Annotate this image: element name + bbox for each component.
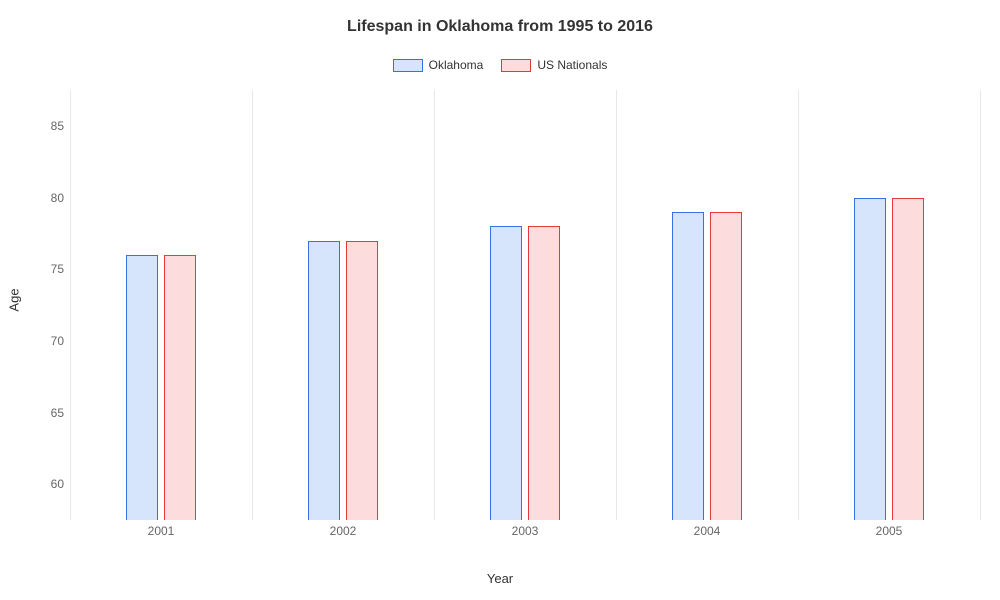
y-axis-label: Age [7,288,22,311]
legend-item-oklahoma: Oklahoma [393,58,484,72]
gridline [616,90,617,520]
bar-us-nationals [710,212,742,520]
gridline [70,90,71,520]
y-tick-label: 65 [38,406,64,420]
y-tick-label: 85 [38,119,64,133]
x-tick-label: 2003 [512,524,539,538]
x-axis-label: Year [0,571,1000,586]
legend-label: US Nationals [537,58,607,72]
legend-item-us-nationals: US Nationals [501,58,607,72]
legend-swatch-oklahoma [393,59,423,72]
chart-title: Lifespan in Oklahoma from 1995 to 2016 [0,18,1000,36]
x-tick-label: 2004 [694,524,721,538]
bar-oklahoma [126,255,158,520]
chart-container: Lifespan in Oklahoma from 1995 to 2016 O… [0,0,1000,600]
bar-oklahoma [854,198,886,521]
x-tick-label: 2001 [148,524,175,538]
y-tick-label: 80 [38,191,64,205]
bar-us-nationals [346,241,378,521]
legend-swatch-us-nationals [501,59,531,72]
legend-label: Oklahoma [429,58,484,72]
y-tick-label: 75 [38,262,64,276]
bar-us-nationals [164,255,196,520]
y-tick-label: 70 [38,334,64,348]
plot-area: 60657075808520012002200320042005 [70,90,980,520]
bar-oklahoma [490,226,522,520]
gridline [798,90,799,520]
gridline [980,90,981,520]
bar-oklahoma [308,241,340,521]
bar-us-nationals [892,198,924,521]
gridline [252,90,253,520]
legend: Oklahoma US Nationals [0,58,1000,72]
bar-us-nationals [528,226,560,520]
x-tick-label: 2005 [876,524,903,538]
gridline [434,90,435,520]
bar-oklahoma [672,212,704,520]
y-tick-label: 60 [38,477,64,491]
x-tick-label: 2002 [330,524,357,538]
